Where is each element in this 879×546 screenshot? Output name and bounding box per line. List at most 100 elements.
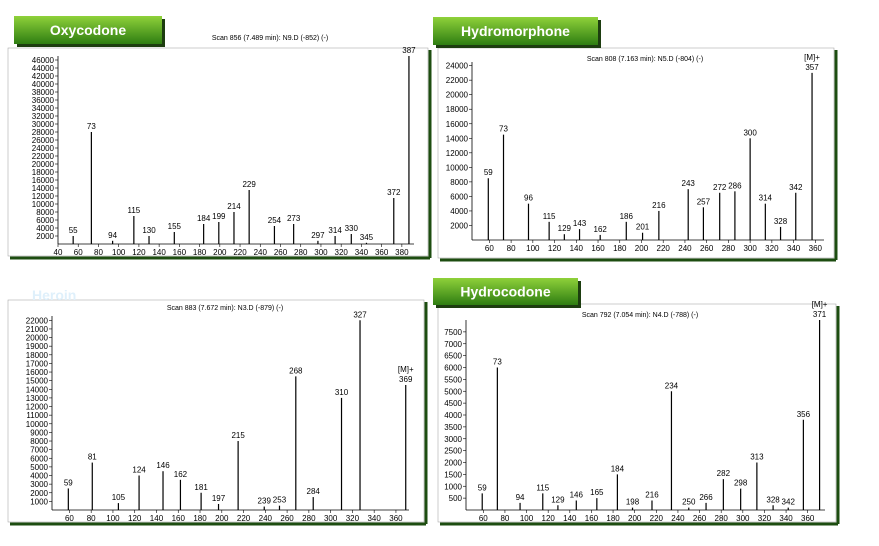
y-tick-label: 1500 [444, 470, 462, 479]
peak-label: 115 [536, 483, 549, 492]
y-tick-label: 16000 [446, 120, 469, 129]
peak-label: 94 [108, 231, 117, 240]
y-tick-label: 5500 [444, 375, 462, 384]
x-tick-label: 180 [193, 514, 207, 523]
y-tick-label: 2000 [30, 489, 48, 498]
y-tick-label: 44000 [32, 64, 55, 73]
peak-label: 198 [626, 498, 640, 507]
y-tick-label: 22000 [32, 152, 55, 161]
x-tick-label: 180 [193, 248, 207, 257]
x-tick-label: 40 [54, 248, 63, 257]
panel [437, 303, 837, 523]
peak-label: 59 [478, 483, 487, 492]
y-tick-label: 1000 [30, 497, 48, 506]
y-tick-label: 16000 [26, 368, 49, 377]
x-tick-label: 360 [801, 514, 815, 523]
y-tick-label: 22000 [26, 316, 49, 325]
x-tick-label: 280 [302, 514, 316, 523]
scan-info: Scan 792 (7.054 min): N4.D (-788) (-) [582, 312, 698, 319]
x-tick-label: 100 [526, 244, 540, 253]
x-tick-label: 100 [520, 514, 534, 523]
y-tick-label: 11000 [26, 411, 48, 420]
peak-label: 243 [682, 179, 696, 188]
y-tick-label: 34000 [32, 104, 55, 113]
x-tick-label: 100 [106, 514, 120, 523]
x-tick-label: 320 [335, 248, 349, 257]
y-tick-label: 13000 [26, 394, 49, 403]
y-tick-label: 2500 [444, 447, 462, 456]
peak-label: 199 [212, 212, 226, 221]
peak-label: 268 [289, 366, 303, 375]
y-tick-label: 22000 [446, 76, 469, 85]
x-tick-label: 80 [500, 514, 509, 523]
peak-label: 129 [558, 224, 572, 233]
y-tick-label: 6000 [36, 216, 54, 225]
y-tick-label: 3500 [444, 423, 462, 432]
y-tick-label: 20000 [32, 160, 55, 169]
x-tick-label: 140 [563, 514, 577, 523]
title-badge [433, 278, 578, 305]
x-tick-label: 180 [613, 244, 627, 253]
peak-label: 162 [174, 470, 188, 479]
peak-label: 162 [594, 225, 608, 234]
peak-label: 250 [682, 498, 696, 507]
y-tick-label: 16000 [32, 176, 55, 185]
x-tick-label: 300 [324, 514, 338, 523]
x-tick-label: 260 [700, 244, 714, 253]
x-tick-label: 280 [715, 514, 729, 523]
y-tick-label: 26000 [32, 136, 55, 145]
peak-label: 59 [484, 168, 493, 177]
x-tick-label: 140 [570, 244, 584, 253]
peak-label: 387 [402, 46, 416, 55]
y-tick-label: 8000 [30, 437, 48, 446]
y-tick-label: 20000 [446, 91, 469, 100]
scan-info: Scan 883 (7.672 min): N3.D (-879) (-) [167, 305, 283, 312]
peak-label: 257 [697, 197, 711, 206]
x-tick-label: 340 [779, 514, 793, 523]
y-tick-label: 12000 [32, 192, 55, 201]
y-tick-label: 32000 [32, 112, 55, 121]
x-tick-label: 360 [809, 244, 823, 253]
x-tick-label: 220 [237, 514, 251, 523]
peak-label: 129 [551, 495, 565, 504]
peak-label: 124 [132, 466, 146, 475]
y-tick-label: 6500 [444, 352, 462, 361]
y-tick-label: 4000 [30, 472, 48, 481]
y-tick-label: 36000 [32, 96, 55, 105]
chart-title: Oxycodone [50, 22, 126, 38]
chart-title: Heroin [32, 287, 76, 303]
x-tick-label: 200 [635, 244, 649, 253]
y-tick-label: 10000 [446, 163, 469, 172]
x-tick-label: 300 [743, 244, 757, 253]
y-tick-label: 4000 [36, 224, 54, 233]
y-tick-label: 38000 [32, 88, 55, 97]
peak-label: 216 [652, 201, 666, 210]
x-tick-label: 340 [367, 514, 381, 523]
scan-info: Scan 808 (7.163 min): N5.D (-804) (-) [587, 56, 703, 63]
peak-label: 266 [699, 493, 713, 502]
x-tick-label: 340 [355, 248, 369, 257]
x-tick-label: 160 [585, 514, 599, 523]
peak-label: 201 [636, 223, 650, 232]
y-tick-label: 8000 [450, 178, 468, 187]
peak-label: 253 [273, 496, 287, 505]
x-tick-label: 280 [294, 248, 308, 257]
y-tick-label: 46000 [32, 56, 55, 65]
peak-label: 310 [335, 388, 349, 397]
x-tick-label: 120 [542, 514, 556, 523]
peak-label: 59 [64, 478, 73, 487]
y-tick-label: 24000 [32, 144, 55, 153]
x-tick-label: 220 [233, 248, 247, 257]
peak-label: 73 [499, 125, 508, 134]
y-tick-label: 24000 [446, 62, 469, 71]
x-tick-label: 60 [65, 514, 74, 523]
x-tick-label: 80 [507, 244, 516, 253]
x-tick-label: 200 [213, 248, 227, 257]
peak-label: 327 [353, 310, 367, 319]
y-tick-label: 3000 [444, 435, 462, 444]
x-tick-label: 180 [606, 514, 620, 523]
y-tick-label: 18000 [32, 168, 55, 177]
peak-label: 356 [797, 410, 811, 419]
peak-label: 146 [156, 461, 170, 470]
peak-label: 342 [782, 498, 796, 507]
